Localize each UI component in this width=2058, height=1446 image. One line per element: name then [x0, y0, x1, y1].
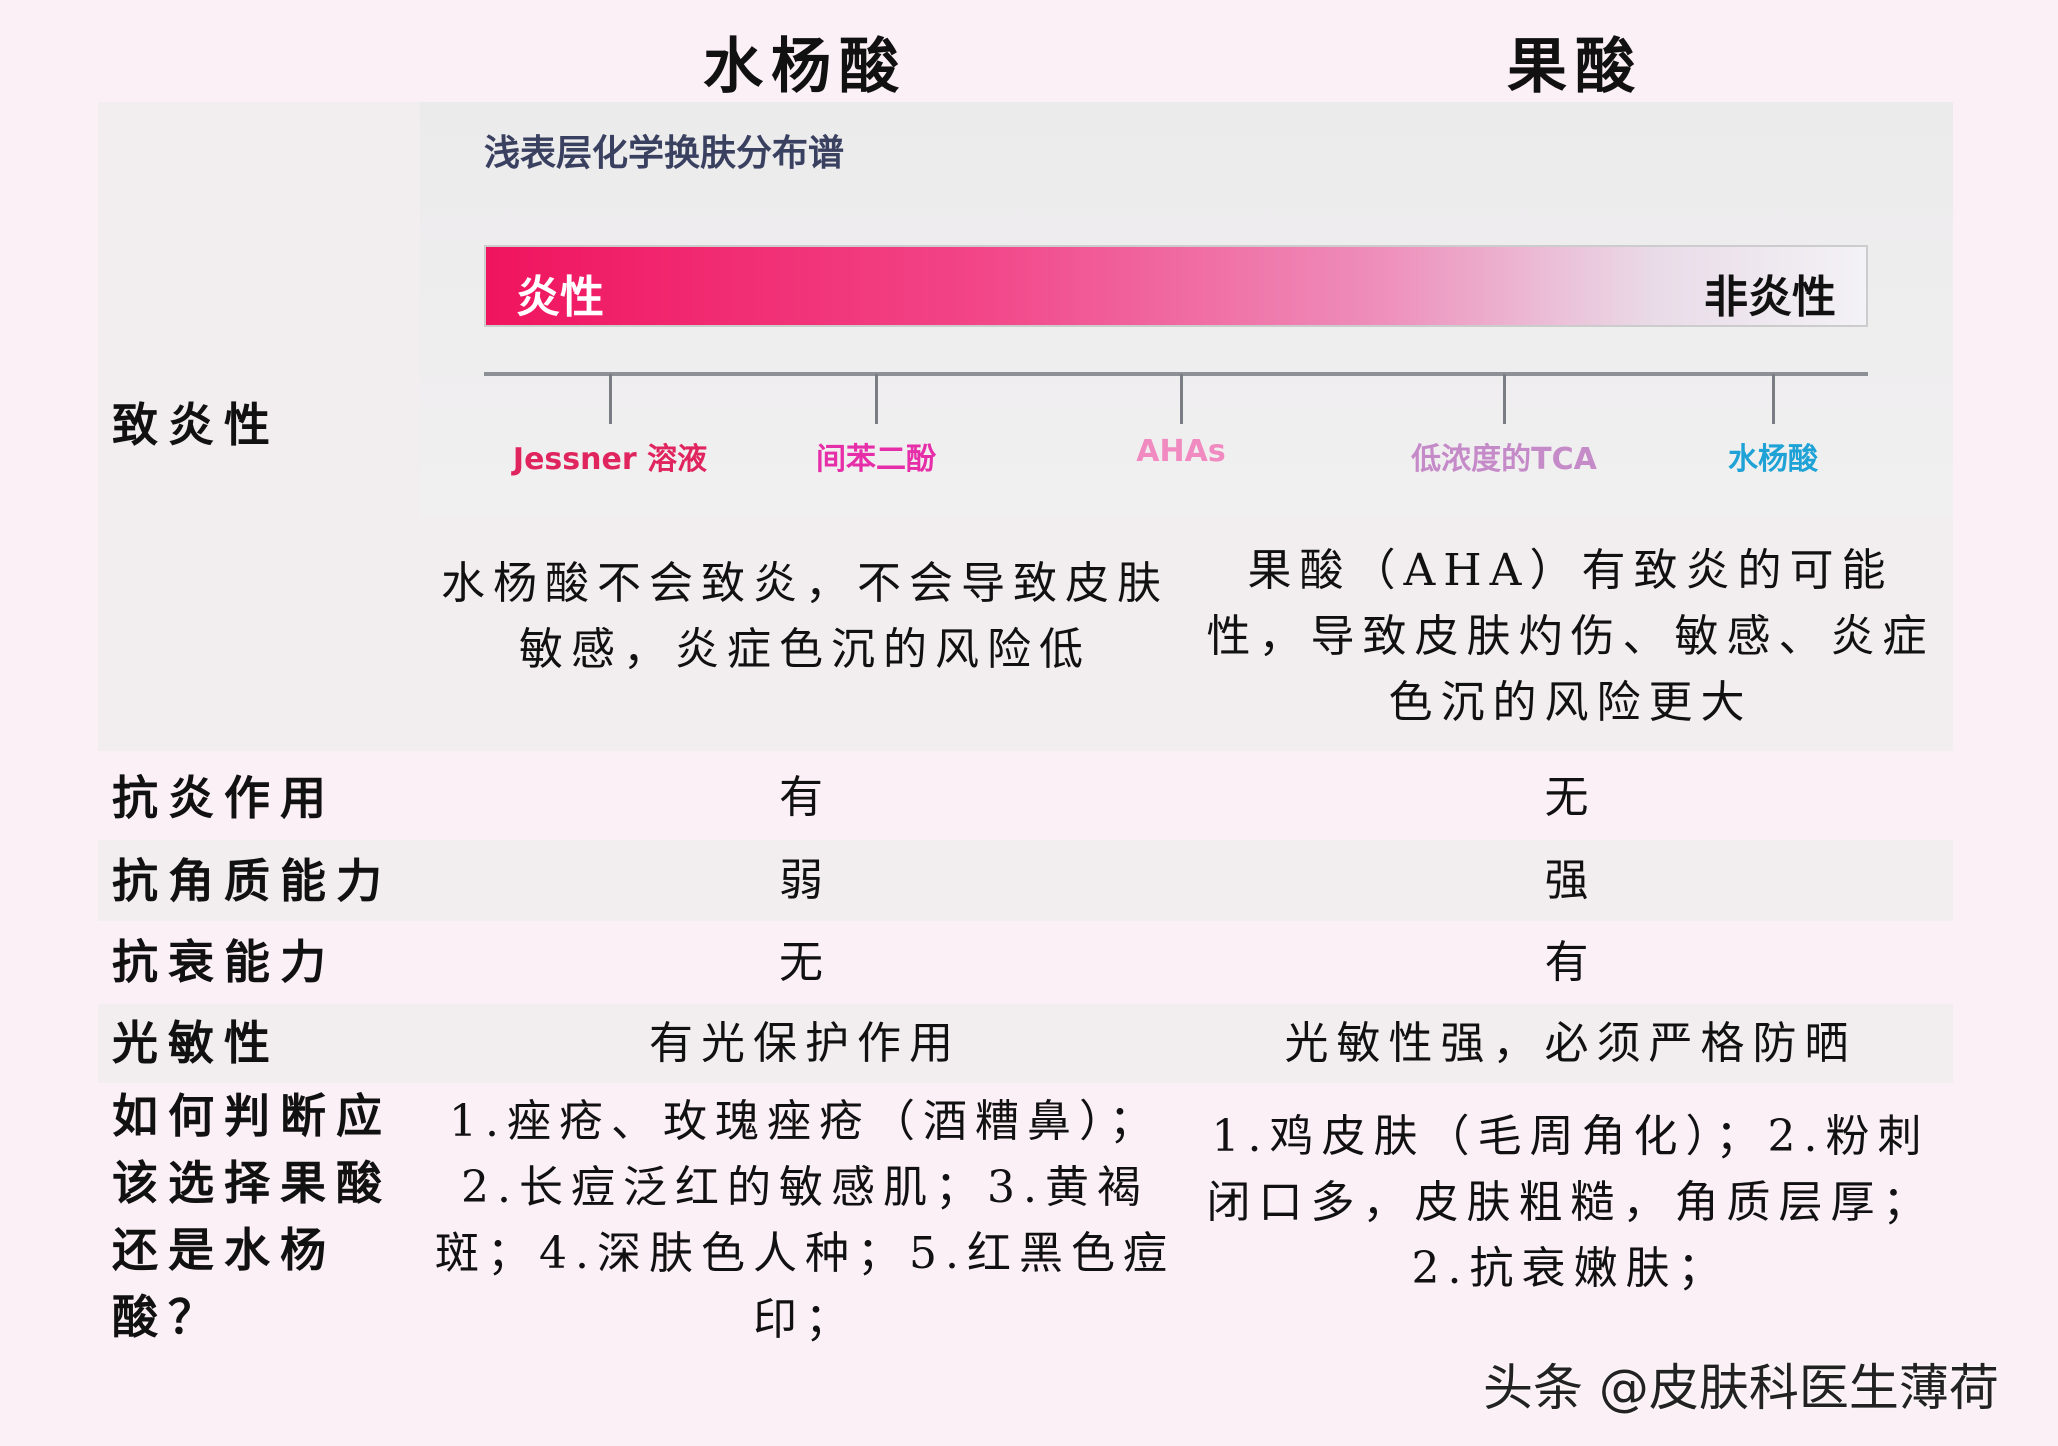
cell-fruit-acid: 无 [1544, 771, 1597, 823]
tick-label: 低浓度的TCA [1411, 442, 1597, 477]
cell-salicylic: 有 [779, 771, 831, 823]
cell-salicylic: 无 [779, 936, 831, 988]
tick-label: AHAs [1136, 434, 1226, 469]
bar-left-label: 炎性 [516, 272, 604, 323]
row-inflammation: 致炎性 浅表层化学换肤分布谱 炎性 非炎性 Jessner 溶液 间苯二酚 AH… [98, 102, 1953, 751]
spectrum-axis [484, 372, 1868, 376]
watermark: 头条 @皮肤科医生薄荷 [1483, 1359, 1999, 1417]
cell-fruit-acid: 有 [1544, 936, 1597, 988]
row-label: 抗角质能力 [112, 854, 392, 908]
peel-spectrum-image: 浅表层化学换肤分布谱 炎性 非炎性 Jessner 溶液 间苯二酚 AHAs 低… [420, 102, 1953, 518]
row-keratolytic: 抗角质能力 弱 强 [98, 840, 1953, 921]
tick-mark [609, 374, 612, 424]
row-anti-aging: 抗衰能力 无 有 [98, 921, 1953, 1004]
row-photosensitivity: 光敏性 有光保护作用 光敏性强，必须严格防晒 [98, 1004, 1953, 1083]
tick-label: 水杨酸 [1728, 442, 1818, 477]
tick-label: Jessner 溶液 [512, 442, 708, 477]
tick-mark [1772, 374, 1775, 424]
cell-salicylic: 有光保护作用 [649, 1017, 961, 1069]
row-label: 抗炎作用 [112, 771, 336, 825]
bar-right-label: 非炎性 [1704, 272, 1836, 323]
row-label: 光敏性 [112, 1016, 280, 1070]
tick-label: 间苯二酚 [816, 442, 936, 477]
cell-fruit-acid: 强 [1544, 854, 1597, 906]
cell-fruit-acid: 1.鸡皮肤（毛周角化）；2.粉刺闭口多，皮肤粗糙，角质层厚；2.抗衰嫩肤； [1206, 1111, 1935, 1294]
cell-salicylic: 水杨酸不会致炎，不会导致皮肤敏感，炎症色沉的风险低 [441, 558, 1169, 675]
column-header-salicylic: 水杨酸 [703, 32, 907, 102]
cell-salicylic: 弱 [779, 854, 831, 906]
inflammation-gradient-bar: 炎性 非炎性 [484, 245, 1868, 327]
tick-mark [1180, 374, 1183, 424]
tick-mark [875, 374, 878, 424]
row-anti-inflammatory: 抗炎作用 有 无 [98, 755, 1953, 840]
cell-salicylic: 1.痤疮、玫瑰痤疮（酒糟鼻）；2.长痘泛红的敏感肌；3.黄褐斑；4.深肤色人种；… [435, 1095, 1175, 1345]
row-how-to-choose: 如何判断应该选择果酸还是水杨酸？ 1.痤疮、玫瑰痤疮（酒糟鼻）；2.长痘泛红的敏… [98, 1083, 1953, 1365]
column-header-fruit-acid: 果酸 [1507, 32, 1643, 102]
row-label: 致炎性 [112, 398, 280, 452]
row-label: 抗衰能力 [112, 935, 336, 989]
row-label: 如何判断应该选择果酸还是水杨酸？ [112, 1089, 392, 1344]
tick-mark [1503, 374, 1506, 424]
cell-fruit-acid: 光敏性强，必须严格防晒 [1284, 1017, 1857, 1069]
cell-fruit-acid: 果酸（AHA）有致炎的可能性，导致皮肤灼伤、敏感、炎症色沉的风险更大 [1206, 545, 1935, 728]
spectrum-title: 浅表层化学换肤分布谱 [484, 133, 845, 174]
